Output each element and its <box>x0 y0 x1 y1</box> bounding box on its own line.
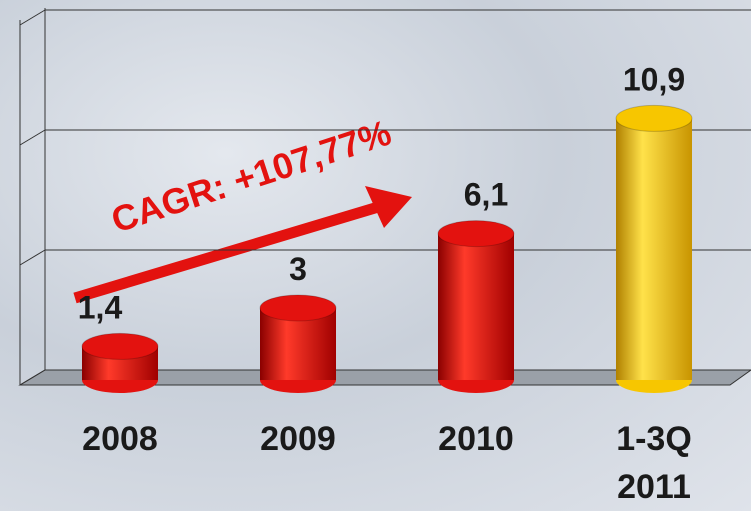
x-tick-label: 2009 <box>218 415 378 463</box>
grid-line-side <box>20 250 45 265</box>
grid-line-side <box>20 10 45 25</box>
x-tick-label: 2008 <box>40 415 200 463</box>
value-label: 10,9 <box>623 61 685 97</box>
value-label: 6,1 <box>464 177 508 213</box>
bar-top <box>616 105 692 131</box>
bar <box>438 234 514 380</box>
x-tick-label: 1-3Q 2011 <box>574 415 734 511</box>
value-label: 3 <box>289 251 307 287</box>
bar-top <box>260 295 336 321</box>
chart: CAGR: +107,77% 1,4 3 6,1 10,9 2008 2009 2010 1… <box>0 0 751 511</box>
x-tick-label: 2010 <box>396 415 556 463</box>
bar-top <box>438 221 514 247</box>
bar <box>616 118 692 380</box>
grid-line-side <box>20 130 45 145</box>
annotation: CAGR: +107,77% <box>106 112 396 241</box>
bar-top <box>82 333 158 359</box>
value-label: 1,4 <box>78 289 123 325</box>
